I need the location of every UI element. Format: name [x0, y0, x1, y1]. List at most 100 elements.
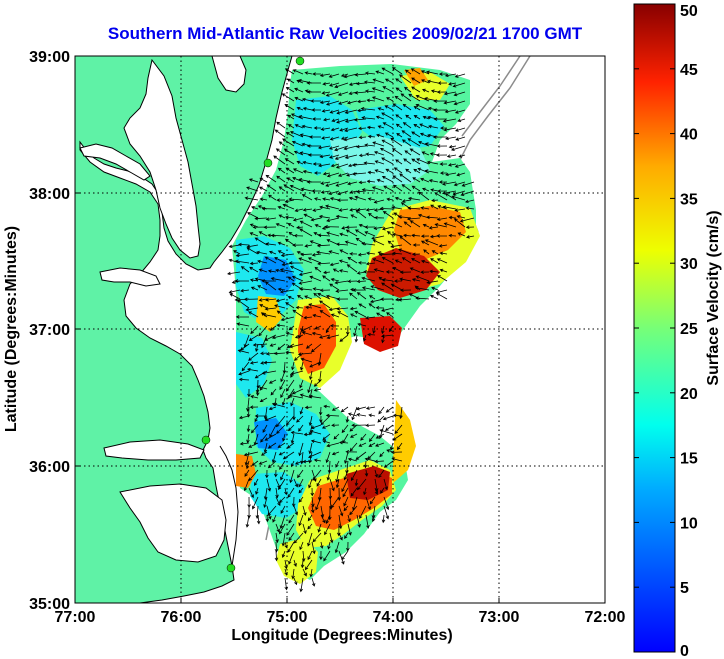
velocity-arrow	[419, 123, 430, 129]
velocity-arrow	[371, 186, 385, 192]
velocity-arrow	[277, 250, 286, 255]
velocity-arrow	[322, 171, 331, 176]
velocity-arrow	[363, 460, 368, 469]
velocity-arrow	[421, 79, 430, 84]
velocity-arrow	[279, 268, 295, 273]
velocity-arrow	[415, 103, 430, 111]
velocity-arrow	[271, 451, 277, 464]
velocity-arrow	[334, 82, 349, 89]
velocity-arrow	[313, 458, 322, 463]
velocity-arrow	[411, 258, 421, 264]
velocity-arrow	[344, 451, 349, 465]
velocity-arrow	[289, 343, 304, 349]
velocity-arrow	[431, 250, 439, 255]
velocity-arrow	[381, 307, 394, 312]
station-marker	[295, 56, 305, 66]
velocity-arrow	[319, 205, 331, 210]
velocity-arrow	[288, 231, 295, 237]
y-tick-label: 37:00	[29, 322, 70, 339]
velocity-arrow	[409, 220, 421, 228]
velocity-arrow	[308, 424, 313, 436]
velocity-arrow	[332, 268, 340, 273]
velocity-arrow	[294, 208, 304, 213]
velocity-arrow	[453, 91, 466, 97]
velocity-arrow	[293, 577, 298, 586]
velocity-arrow	[268, 379, 277, 384]
velocity-arrow	[320, 415, 331, 426]
velocity-arrow	[287, 388, 295, 400]
velocity-arrow	[343, 505, 349, 512]
velocity-arrow	[361, 286, 376, 291]
velocity-arrow	[287, 487, 295, 498]
velocity-arrow	[285, 415, 295, 426]
velocity-arrow	[261, 334, 268, 349]
velocity-arrow	[259, 197, 268, 202]
velocity-arrow	[385, 424, 394, 432]
velocity-arrow	[296, 415, 304, 423]
velocity-arrow	[298, 424, 304, 432]
velocity-arrow	[299, 220, 313, 228]
velocity-arrow	[454, 163, 466, 168]
velocity-arrow	[439, 171, 448, 175]
velocity-arrow	[328, 154, 340, 159]
velocity-arrow	[365, 496, 371, 511]
velocity-arrow	[326, 217, 340, 223]
velocity-arrow	[244, 196, 259, 201]
velocity-arrow	[355, 406, 367, 411]
velocity-arrow	[354, 478, 359, 487]
velocity-arrow	[455, 136, 466, 141]
velocity-arrow	[291, 361, 295, 371]
velocity-arrow	[435, 153, 448, 157]
velocity-arrow	[447, 163, 457, 167]
velocity-arrow	[345, 415, 350, 423]
velocity-arrow	[415, 296, 430, 300]
velocity-arrow	[243, 478, 250, 492]
velocity-arrow	[420, 259, 430, 264]
velocity-arrow	[339, 232, 349, 237]
velocity-arrow	[379, 451, 385, 458]
velocity-arrow	[275, 298, 286, 303]
velocity-arrow	[262, 424, 268, 433]
velocity-arrow	[384, 132, 394, 138]
velocity-arrow	[420, 240, 430, 246]
velocity-arrow	[300, 559, 305, 569]
velocity-arrow	[250, 325, 259, 335]
velocity-arrow	[378, 406, 385, 415]
velocity-arrow	[251, 460, 259, 466]
velocity-arrow	[281, 550, 286, 558]
velocity-arrow	[318, 406, 323, 416]
velocity-arrow	[289, 131, 304, 138]
velocity-arrow	[439, 268, 448, 273]
velocity-arrow	[341, 424, 349, 434]
velocity-arrow	[268, 250, 277, 255]
velocity-arrow	[358, 135, 367, 140]
velocity-arrow	[293, 505, 298, 516]
velocity-arrow	[339, 249, 349, 255]
velocity-arrow	[340, 406, 349, 413]
velocity-arrow	[413, 115, 421, 120]
velocity-arrow	[355, 144, 367, 149]
y-axis-label: Latitude (Degrees:Minutes)	[3, 226, 20, 432]
velocity-arrow	[298, 514, 304, 527]
velocity-arrow	[372, 141, 385, 147]
x-tick-label: 75:00	[267, 609, 308, 626]
velocity-arrow	[267, 269, 277, 273]
velocity-arrow	[351, 423, 367, 428]
velocity-arrow	[325, 451, 331, 464]
velocity-arrow	[351, 163, 367, 167]
velocity-arrow	[254, 414, 267, 418]
velocity-arrow	[284, 559, 288, 570]
velocity-arrow	[442, 205, 457, 210]
velocity-arrow	[384, 105, 394, 111]
velocity-arrow	[325, 413, 340, 418]
velocity-arrow	[349, 306, 358, 311]
velocity-arrow	[403, 221, 412, 228]
velocity-arrow	[322, 197, 331, 201]
velocity-arrow	[227, 271, 241, 276]
velocity-arrow	[314, 224, 322, 228]
velocity-arrow	[320, 514, 326, 524]
velocity-arrow	[293, 150, 304, 156]
velocity-arrow	[273, 155, 286, 165]
velocity-arrow	[277, 167, 286, 174]
velocity-arrow	[302, 160, 313, 165]
